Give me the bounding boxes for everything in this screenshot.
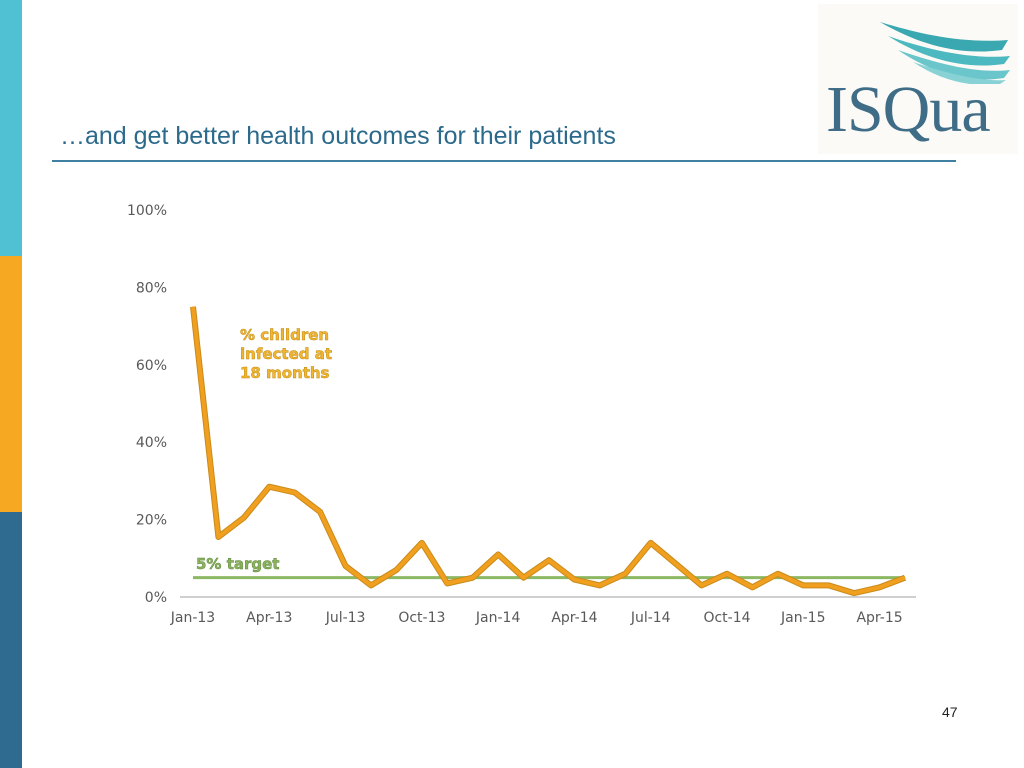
data-point: [624, 573, 626, 575]
x-tick-label: Jul-13: [325, 610, 366, 626]
x-tick-label: Apr-13: [246, 610, 292, 626]
data-point: [294, 492, 296, 494]
data-point: [217, 536, 219, 538]
y-tick-label: 60%: [136, 358, 167, 374]
series-label-line: % children: [240, 326, 329, 344]
slide-title: …and get better health outcomes for thei…: [60, 122, 616, 150]
x-tick-label: Jan-13: [170, 610, 215, 626]
x-tick-label: Jul-14: [630, 610, 671, 626]
data-point: [548, 559, 550, 561]
data-point: [345, 565, 347, 567]
y-tick-label: 40%: [136, 435, 167, 451]
title-divider: [52, 160, 956, 162]
data-point: [421, 542, 423, 544]
x-tick-label: Oct-14: [703, 610, 750, 626]
data-point: [904, 577, 906, 579]
x-tick-label: Apr-15: [856, 610, 902, 626]
data-point: [879, 586, 881, 588]
series-label-line: 18 months: [240, 364, 330, 382]
series-label-line: infected at: [240, 345, 332, 363]
y-tick-label: 20%: [136, 513, 167, 529]
data-point: [192, 306, 194, 308]
data-point: [726, 573, 728, 575]
accent-band-orange: [0, 256, 22, 512]
y-tick-label: 80%: [136, 280, 167, 296]
isqua-logo: ISQua: [818, 4, 1018, 154]
data-point: [472, 577, 474, 579]
data-point: [777, 573, 779, 575]
data-point: [523, 577, 525, 579]
data-point: [319, 511, 321, 513]
y-tick-label: 0%: [145, 590, 167, 606]
x-tick-label: Jan-14: [475, 610, 521, 626]
accent-band-blue: [0, 512, 22, 768]
data-point: [675, 563, 677, 565]
data-point: [599, 584, 601, 586]
data-point: [828, 584, 830, 586]
data-point: [751, 586, 753, 588]
accent-band-teal: [0, 0, 22, 256]
data-point: [650, 542, 652, 544]
data-point: [370, 584, 372, 586]
data-point: [701, 584, 703, 586]
x-tick-label: Jan-15: [780, 610, 825, 626]
page-number: 47: [942, 704, 958, 720]
data-point: [446, 582, 448, 584]
target-label: 5% target: [196, 555, 279, 573]
data-point: [573, 579, 575, 581]
x-tick-label: Oct-13: [398, 610, 445, 626]
data-point: [802, 584, 804, 586]
logo-text: ISQua: [826, 73, 991, 146]
data-point: [497, 553, 499, 555]
wave-icon: [880, 22, 1010, 86]
data-point: [243, 517, 245, 519]
data-point: [268, 486, 270, 488]
data-point: [395, 569, 397, 571]
x-tick-label: Apr-14: [551, 610, 597, 626]
data-point: [853, 592, 855, 594]
y-tick-label: 100%: [127, 203, 167, 219]
